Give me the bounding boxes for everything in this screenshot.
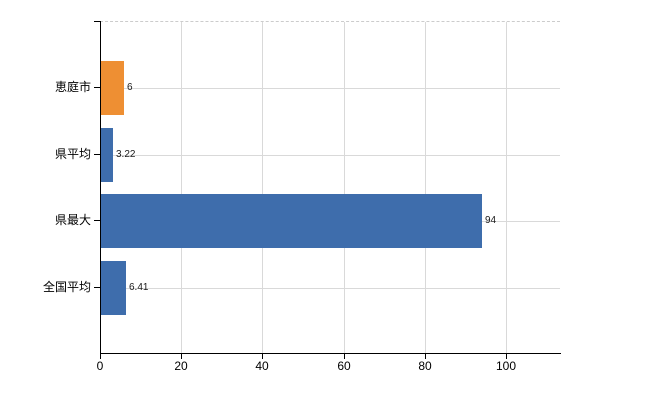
y-axis-tick: [94, 154, 101, 155]
value-label: 6.41: [129, 282, 149, 293]
vertical-gridline: [343, 22, 345, 353]
vertical-gridline: [262, 22, 264, 353]
value-label: 6: [127, 82, 133, 93]
x-axis-tick-label: 0: [96, 359, 104, 373]
category-label: 全国平均: [42, 280, 91, 294]
y-axis-line: [100, 21, 101, 354]
bar: [100, 261, 126, 315]
horizontal-gridline: [100, 88, 560, 89]
x-axis-tick-label: 100: [495, 359, 517, 373]
horizontal-gridline: [100, 155, 560, 156]
y-axis-tick: [94, 87, 101, 88]
horizontal-gridline: [100, 288, 560, 289]
category-label: 県最大: [54, 213, 91, 227]
y-axis-tick: [94, 287, 101, 288]
x-axis-tick: [344, 354, 345, 359]
x-axis-tick-label: 40: [255, 359, 269, 373]
value-label: 94: [485, 215, 497, 226]
vertical-gridline: [181, 22, 183, 353]
x-axis-tick-label: 20: [174, 359, 188, 373]
x-axis-tick: [425, 354, 426, 359]
x-axis-tick: [262, 354, 263, 359]
category-label: 恵庭市: [54, 80, 91, 94]
bar: [100, 194, 482, 248]
x-axis-tick: [100, 354, 101, 359]
vertical-gridline: [424, 22, 426, 353]
bar: [100, 128, 113, 182]
x-axis-tick: [181, 354, 182, 359]
category-label: 県平均: [54, 147, 91, 161]
vertical-gridline: [506, 22, 507, 353]
plot-area: 6 3.22 94 6.41: [100, 21, 560, 353]
bar: [100, 61, 124, 115]
x-axis-tick-label: 60: [337, 359, 351, 373]
y-axis-end-tick: [94, 21, 101, 22]
x-axis-line: [100, 353, 561, 354]
x-axis-tick-label: 80: [418, 359, 432, 373]
x-axis-tick: [506, 354, 507, 359]
value-label: 3.22: [116, 149, 136, 160]
y-axis-tick: [94, 220, 101, 221]
